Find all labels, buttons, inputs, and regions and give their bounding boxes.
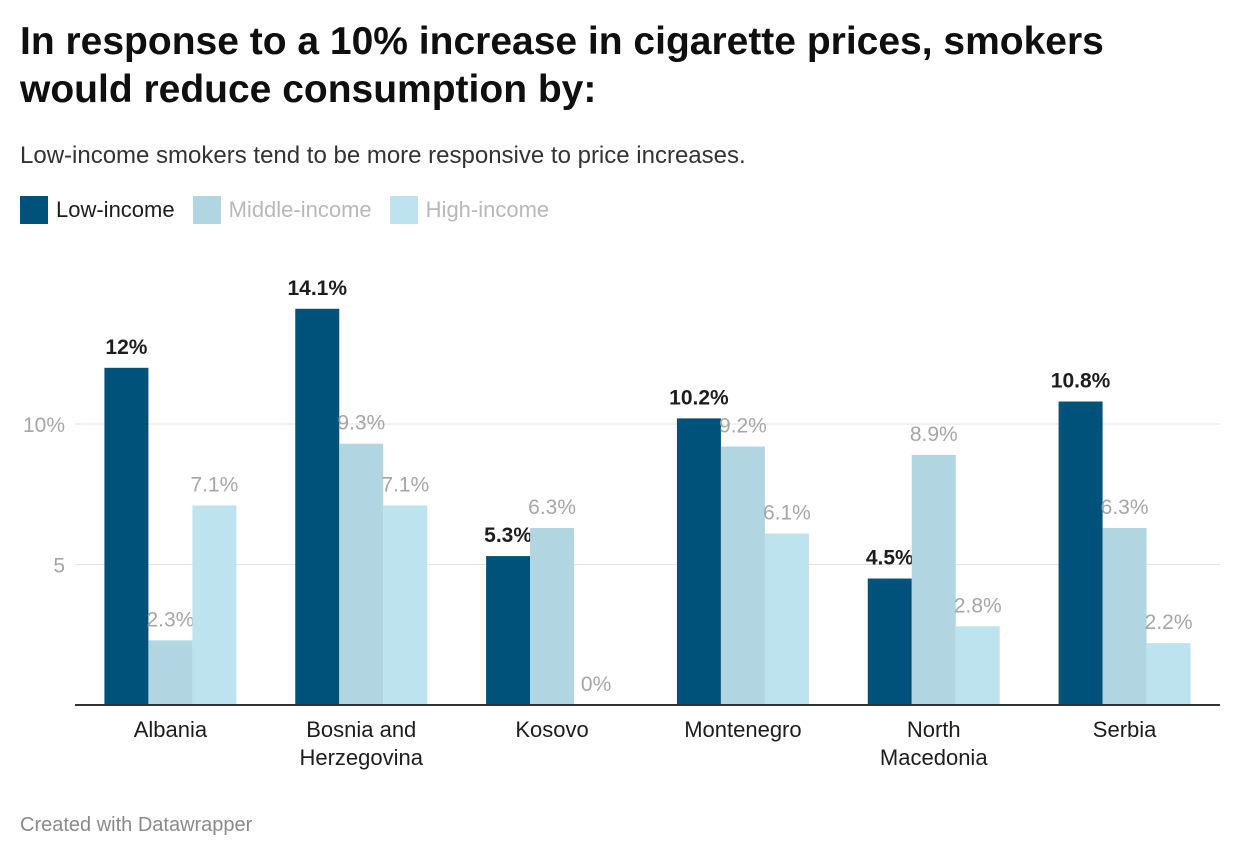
bar-serbia-low-income <box>1058 401 1103 705</box>
bar-serbia-middle-income <box>1102 527 1147 705</box>
chart-subtitle: Low-income smokers tend to be more respo… <box>20 142 746 169</box>
x-tick-label-north-macedonia: North Macedonia <box>880 717 988 770</box>
legend-label-high-income: High-income <box>425 197 550 222</box>
bar-serbia-high-income <box>1146 643 1191 705</box>
bar-albania-middle-income <box>148 640 193 705</box>
x-tick-label-kosovo: Kosovo <box>515 717 588 742</box>
legend-item-low-income: Low-income <box>20 196 175 224</box>
value-label-bosnia-and-herzegovina-middle-income: 9.3% <box>337 412 385 435</box>
value-label-kosovo-low-income: 5.3% <box>484 524 532 547</box>
bar-montenegro-middle-income <box>720 446 765 705</box>
legend: Low-income Middle-income High-income <box>20 196 567 224</box>
bar-albania-low-income <box>104 367 149 705</box>
value-label-kosovo-middle-income: 6.3% <box>528 496 576 519</box>
bar-bosnia-and-herzegovina-high-income <box>383 505 428 705</box>
legend-label-low-income: Low-income <box>56 197 175 222</box>
value-label-serbia-high-income: 2.2% <box>1145 611 1193 634</box>
chart-title: In response to a 10% increase in cigaret… <box>20 20 1104 111</box>
y-tick-label-5: 5 <box>53 555 65 578</box>
legend-swatch-low-income <box>20 196 48 224</box>
value-label-montenegro-low-income: 10.2% <box>669 386 729 409</box>
value-label-serbia-middle-income: 6.3% <box>1101 496 1149 519</box>
bar-bosnia-and-herzegovina-low-income <box>295 308 340 705</box>
value-label-serbia-low-income: 10.8% <box>1051 370 1111 393</box>
x-tick-label-serbia: Serbia <box>1093 717 1157 742</box>
y-tick-label-10: 10% <box>23 414 65 437</box>
bar-albania-high-income <box>192 505 237 705</box>
x-tick-label-montenegro: Montenegro <box>684 717 801 742</box>
bar-montenegro-high-income <box>764 533 809 705</box>
value-label-kosovo-high-income: 0% <box>581 673 611 696</box>
value-label-montenegro-high-income: 6.1% <box>763 502 811 525</box>
bar-bosnia-and-herzegovina-middle-income <box>339 443 384 705</box>
bar-montenegro-low-income <box>676 418 721 705</box>
value-label-bosnia-and-herzegovina-high-income: 7.1% <box>381 473 429 496</box>
x-tick-label-bosnia-and-herzegovina: Bosnia and Herzegovina <box>299 717 423 770</box>
value-label-albania-low-income: 12% <box>105 336 147 359</box>
bar-north-macedonia-middle-income <box>911 454 956 705</box>
legend-swatch-middle-income <box>192 196 221 224</box>
value-label-north-macedonia-high-income: 2.8% <box>954 594 1002 617</box>
bar-kosovo-low-income <box>486 556 531 705</box>
value-label-bosnia-and-herzegovina-low-income: 14.1% <box>287 277 347 300</box>
value-label-montenegro-middle-income: 9.2% <box>719 414 767 437</box>
value-label-north-macedonia-middle-income: 8.9% <box>910 423 958 446</box>
legend-item-high-income: High-income <box>389 196 550 224</box>
bar-kosovo-middle-income <box>530 527 575 705</box>
x-tick-label-albania: Albania <box>134 717 208 742</box>
value-label-albania-middle-income: 2.3% <box>146 608 194 631</box>
bar-chart: 5 10% 12% 2.3% 7.1% Albania 14.1% 9.3% 7.1% Bosni… <box>23 277 1220 770</box>
legend-swatch-high-income <box>389 196 418 224</box>
value-label-north-macedonia-low-income: 4.5% <box>866 547 914 570</box>
bar-north-macedonia-low-income <box>867 578 912 705</box>
footer-credit: Created with Datawrapper <box>20 814 253 836</box>
legend-label-middle-income: Middle-income <box>228 197 372 222</box>
bar-north-macedonia-high-income <box>955 626 1000 705</box>
legend-item-middle-income: Middle-income <box>192 196 372 224</box>
value-label-albania-high-income: 7.1% <box>190 473 238 496</box>
